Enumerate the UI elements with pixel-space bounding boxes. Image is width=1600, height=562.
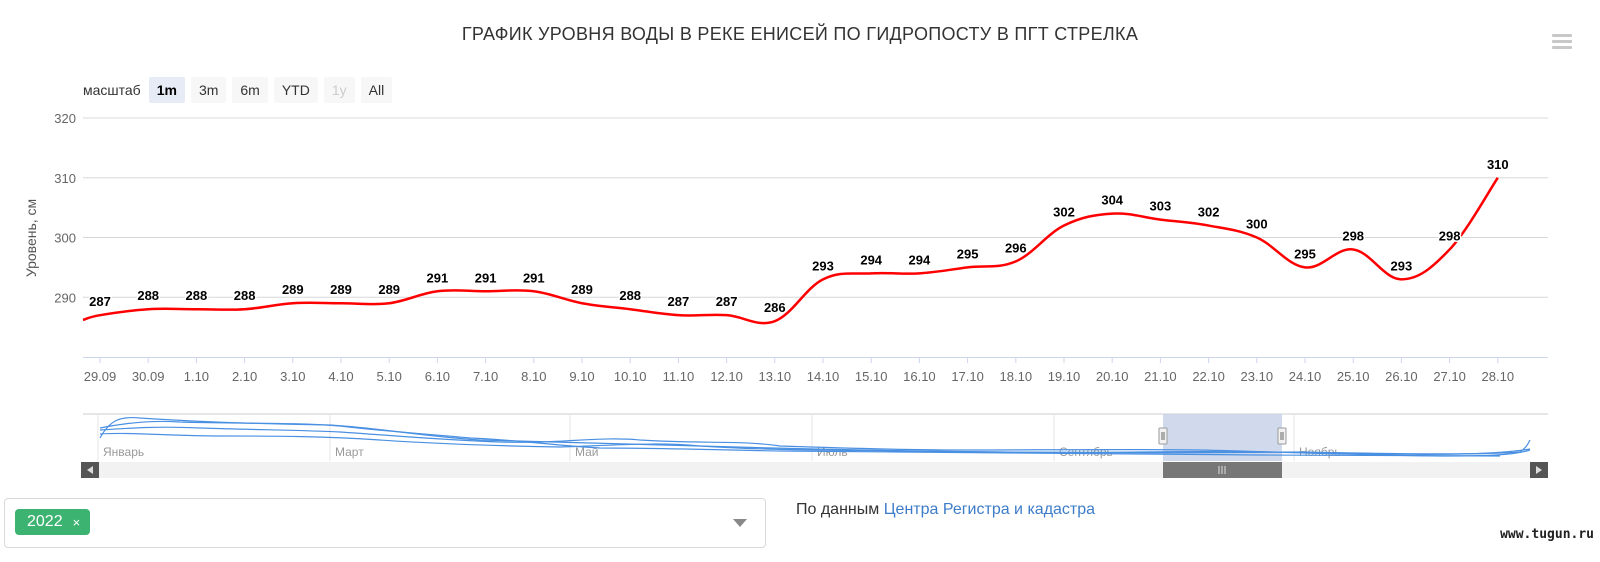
x-tick-label: 14.10 [807, 369, 840, 384]
hamburger-menu-icon[interactable] [1552, 34, 1572, 50]
data-label: 289 [330, 282, 352, 297]
year-tag: 2022 × [15, 509, 91, 535]
chart-title: ГРАФИК УРОВНЯ ВОДЫ В РЕКЕ ЕНИСЕЙ ПО ГИДР… [461, 24, 1139, 44]
x-tick-label: 1.10 [184, 369, 209, 384]
x-tick-label: 9.10 [569, 369, 594, 384]
navigator-month-label: Январь [103, 445, 144, 459]
data-label: 289 [282, 282, 304, 297]
x-tick-label: 13.10 [759, 369, 792, 384]
data-label: 304 [1101, 193, 1123, 208]
y-tick-label: 320 [54, 111, 76, 126]
x-tick-label: 5.10 [377, 369, 402, 384]
data-label: 289 [378, 282, 400, 297]
data-label: 298 [1439, 228, 1461, 243]
y-axis-title: Уровень, см [23, 199, 39, 277]
x-tick-label: 17.10 [951, 369, 984, 384]
x-tick-label: 22.10 [1192, 369, 1225, 384]
series-line [82, 177, 1499, 325]
zoom-toolbar: масштаб 1m 3m 6m YTD 1y All [83, 77, 398, 103]
year-select[interactable]: 2022 × [4, 498, 766, 548]
data-label: 286 [764, 300, 786, 315]
navigator-handle [1277, 427, 1287, 445]
data-label: 287 [668, 294, 690, 309]
x-tick-label: 28.10 [1482, 369, 1515, 384]
navigator-scrollbar-track [83, 462, 1548, 478]
data-label: 287 [716, 294, 738, 309]
x-tick-label: 3.10 [280, 369, 305, 384]
x-tick-label: 20.10 [1096, 369, 1129, 384]
data-label: 310 [1487, 157, 1509, 172]
source-link[interactable]: Центра Регистра и кадастра [883, 501, 1096, 518]
x-tick-label: 4.10 [328, 369, 353, 384]
x-tick-label: 19.10 [1048, 369, 1081, 384]
x-tick-label: 8.10 [521, 369, 546, 384]
x-tick-label: 27.10 [1433, 369, 1466, 384]
data-label: 302 [1053, 205, 1075, 220]
data-label: 291 [427, 270, 449, 285]
data-label: 295 [957, 246, 979, 261]
x-tick-label: 15.10 [855, 369, 888, 384]
data-label: 302 [1198, 205, 1220, 220]
data-label: 291 [523, 270, 545, 285]
data-label: 287 [89, 294, 111, 309]
chevron-right-icon [1536, 466, 1542, 474]
x-tick-label: 18.10 [1000, 369, 1033, 384]
zoom-ytd-button[interactable]: YTD [273, 77, 318, 103]
data-label: 289 [571, 282, 593, 297]
y-tick-label: 290 [54, 290, 76, 305]
data-label: 288 [186, 288, 208, 303]
x-tick-label: 11.10 [663, 369, 695, 384]
x-tick-label: 24.10 [1289, 369, 1322, 384]
data-label: 300 [1246, 217, 1268, 232]
zoom-label: масштаб [83, 82, 141, 98]
x-tick-label: 16.10 [903, 369, 936, 384]
x-tick-label: 25.10 [1337, 369, 1370, 384]
source-attribution: По данным Центра Регистра и кадастра [796, 501, 1095, 519]
navigator-series-line [99, 420, 1501, 457]
data-label: 288 [619, 288, 641, 303]
data-label: 298 [1342, 228, 1364, 243]
data-label: 288 [234, 288, 256, 303]
data-label: 291 [475, 270, 497, 285]
x-tick-label: 7.10 [473, 369, 498, 384]
x-tick-label: 12.10 [710, 369, 743, 384]
navigator-month-label: Май [575, 445, 599, 459]
data-label: 288 [137, 288, 159, 303]
year-tag-label: 2022 [27, 513, 63, 530]
x-tick-label: 21.10 [1144, 369, 1177, 384]
x-tick-label: 6.10 [425, 369, 450, 384]
zoom-all-button[interactable]: All [360, 77, 393, 103]
data-label: 296 [1005, 240, 1027, 255]
x-tick-label: 26.10 [1385, 369, 1418, 384]
data-label: 303 [1150, 199, 1172, 214]
source-prefix: По данным [796, 501, 880, 518]
x-tick-label: 2.10 [232, 369, 257, 384]
zoom-6m-button[interactable]: 6m [232, 77, 268, 103]
zoom-1y-button: 1y [323, 77, 355, 103]
data-label: 295 [1294, 246, 1316, 261]
data-label: 293 [812, 258, 834, 273]
chevron-down-icon[interactable] [733, 519, 747, 527]
x-tick-label: 23.10 [1241, 369, 1274, 384]
zoom-3m-button[interactable]: 3m [190, 77, 227, 103]
x-tick-label: 10.10 [614, 369, 647, 384]
line-chart: 290 300 310 320 Уровень, см 287 288 288 288 289 2… [23, 111, 1548, 478]
navigator-series-line [99, 432, 1531, 455]
navigator-month-label: Март [335, 445, 364, 459]
zoom-1m-button[interactable]: 1m [148, 77, 185, 103]
data-label: 294 [909, 252, 931, 267]
data-label: 294 [860, 252, 882, 267]
chevron-left-icon [87, 466, 93, 474]
remove-tag-icon[interactable]: × [72, 514, 81, 530]
navigator-handle [1158, 427, 1168, 445]
y-tick-label: 310 [54, 171, 76, 186]
x-tick-label: 29.09 [84, 369, 117, 384]
y-tick-label: 300 [54, 231, 76, 246]
data-label: 293 [1391, 258, 1413, 273]
watermark: www.tugun.ru [1500, 527, 1594, 542]
x-tick-label: 30.09 [132, 369, 165, 384]
